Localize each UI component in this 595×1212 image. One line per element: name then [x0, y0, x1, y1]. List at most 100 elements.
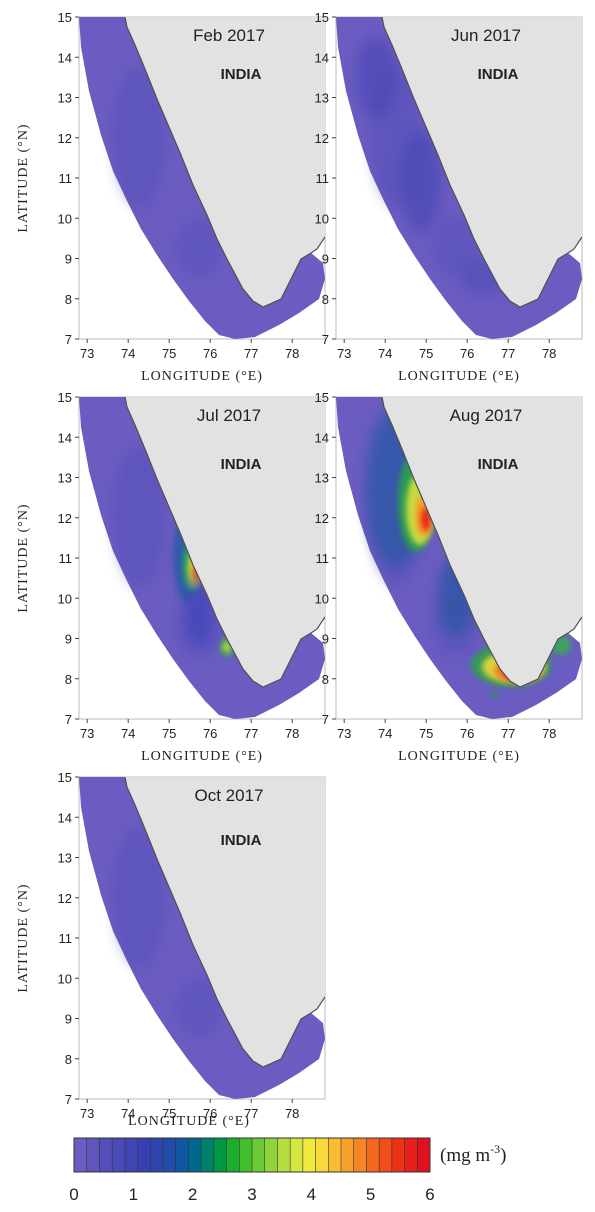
- colorbar-swatch: [112, 1138, 126, 1172]
- coastline: [381, 17, 582, 308]
- y-tick-label: 14: [58, 50, 72, 65]
- y-tick-label: 9: [322, 632, 329, 647]
- y-tick-label: 9: [65, 1012, 72, 1027]
- y-tick-label: 8: [322, 672, 329, 687]
- y-tick-label: 10: [315, 211, 329, 226]
- coastline: [381, 397, 582, 688]
- colorbar-tick-label: 5: [366, 1185, 375, 1204]
- x-axis: 73 74 75 76 77 78: [337, 339, 556, 361]
- y-tick-label: 10: [315, 591, 329, 606]
- colorbar-swatch: [302, 1138, 316, 1172]
- y-tick-label: 13: [315, 91, 329, 106]
- colorbar-swatch: [379, 1138, 393, 1172]
- coastline: [124, 17, 325, 308]
- country-label: INDIA: [221, 832, 262, 849]
- y-axis: 15 14 13 12 11 10 9 8 7: [315, 10, 336, 347]
- y-tick-label: 10: [58, 591, 72, 606]
- x-tick-label: 77: [501, 726, 515, 741]
- y-tick-label: 14: [315, 430, 329, 445]
- x-tick-label: 74: [378, 346, 392, 361]
- y-tick-label: 7: [65, 332, 72, 347]
- bloom-patch: [434, 217, 478, 277]
- y-tick-label: 11: [316, 171, 330, 186]
- y-tick-label: 11: [59, 171, 73, 186]
- y-axis: 15 14 13 12 11 10 9 8 7: [58, 770, 79, 1107]
- colorbar-swatches: [73, 1137, 431, 1173]
- y-tick-label: 8: [322, 292, 329, 307]
- y-axis: 15 14 13 12 11 10 9 8 7: [315, 390, 336, 727]
- x-tick-label: 74: [121, 1106, 135, 1121]
- land-region: [125, 777, 325, 1067]
- y-tick-label: 13: [58, 91, 72, 106]
- land-region: [125, 17, 325, 307]
- bloom-patch: [113, 827, 165, 967]
- colorbar-swatch: [290, 1138, 304, 1172]
- y-tick-label: 7: [65, 1092, 72, 1107]
- bloom-layer: [356, 37, 511, 295]
- x-tick-label: 76: [460, 726, 474, 741]
- panel-body: Feb 2017 INDIA: [78, 16, 326, 340]
- colorbar-swatch: [213, 1138, 227, 1172]
- bloom-patch: [223, 642, 231, 652]
- colorbar-swatch: [328, 1138, 342, 1172]
- panel-body: Jun 2017 INDIA: [335, 16, 583, 340]
- x-axis: 73 74 75 76 77 78: [80, 339, 299, 361]
- x-tick-label: 74: [121, 726, 135, 741]
- x-tick-label: 75: [162, 346, 176, 361]
- y-tick-label: 9: [65, 252, 72, 267]
- bloom-patch: [113, 67, 165, 207]
- x-axis-title: LONGITUDE (°E): [141, 369, 263, 384]
- x-tick-label: 75: [419, 726, 433, 741]
- colorbar-swatch: [226, 1138, 240, 1172]
- colorbar-swatch: [188, 1138, 202, 1172]
- y-tick-label: 12: [315, 511, 329, 526]
- bloom-layer: [113, 827, 221, 1037]
- bloom-patch: [185, 577, 213, 647]
- x-tick-label: 75: [162, 726, 176, 741]
- y-tick-label: 13: [58, 851, 72, 866]
- colorbar-tick-label: 3: [247, 1185, 256, 1204]
- y-tick-label: 13: [58, 471, 72, 486]
- y-axis: 15 14 13 12 11 10 9 8 7: [58, 390, 79, 727]
- y-tick-label: 15: [315, 10, 329, 25]
- y-tick-label: 8: [65, 1052, 72, 1067]
- x-tick-label: 77: [244, 726, 258, 741]
- x-tick-label: 78: [285, 726, 299, 741]
- y-tick-label: 15: [315, 390, 329, 405]
- colorbar-swatch: [417, 1138, 431, 1172]
- x-tick-label: 73: [337, 726, 351, 741]
- bloom-patch: [113, 447, 165, 587]
- x-axis-title: LONGITUDE (°E): [128, 1114, 250, 1129]
- country-label: INDIA: [478, 456, 519, 473]
- colorbar-unit-label: (mg m-3): [440, 1142, 506, 1166]
- y-tick-label: 13: [315, 471, 329, 486]
- y-tick-label: 7: [65, 712, 72, 727]
- coastline: [124, 777, 325, 1068]
- y-tick-label: 15: [58, 770, 72, 785]
- y-tick-label: 9: [65, 632, 72, 647]
- x-tick-label: 78: [542, 726, 556, 741]
- colorbar-border: [73, 1137, 431, 1173]
- x-axis: 73 74 75 76 77 78: [337, 719, 556, 741]
- colorbar-swatch: [264, 1138, 278, 1172]
- land-region: [382, 397, 582, 687]
- y-tick-label: 12: [58, 891, 72, 906]
- x-tick-label: 76: [203, 726, 217, 741]
- colorbar-swatch: [150, 1138, 164, 1172]
- colorbar-ticks: 0 1 2 3 4 5 6: [69, 1185, 434, 1204]
- y-tick-label: 7: [322, 332, 329, 347]
- x-tick-label: 73: [80, 1106, 94, 1121]
- y-tick-label: 11: [316, 551, 330, 566]
- x-axis-title: LONGITUDE (°E): [398, 749, 520, 764]
- x-tick-label: 73: [80, 346, 94, 361]
- x-tick-label: 74: [121, 346, 135, 361]
- x-axis-title: LONGITUDE (°E): [398, 369, 520, 384]
- unit-close: ): [500, 1145, 506, 1166]
- x-tick-label: 78: [285, 1106, 299, 1121]
- y-axis-title: LATITUDE (°N): [16, 883, 31, 992]
- bloom-patch: [401, 132, 441, 232]
